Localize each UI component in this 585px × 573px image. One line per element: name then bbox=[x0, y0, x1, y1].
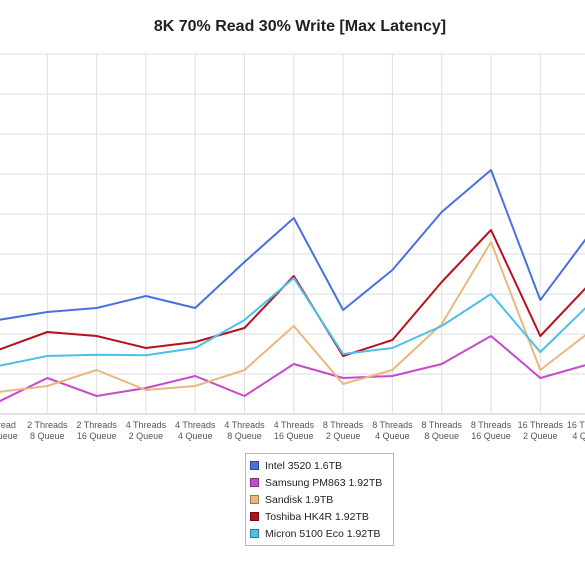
x-tick-label: 4 Threads bbox=[126, 420, 167, 430]
x-tick-label: 16 Queue bbox=[274, 431, 314, 441]
x-tick-label: 8 Threads bbox=[372, 420, 413, 430]
legend-swatch bbox=[250, 461, 259, 470]
legend-label: Micron 5100 Eco 1.92TB bbox=[265, 527, 381, 540]
legend-label: Sandisk 1.9TB bbox=[265, 493, 334, 506]
legend-label: Toshiba HK4R 1.92TB bbox=[265, 510, 369, 523]
legend-label: Intel 3520 1.6TB bbox=[265, 459, 343, 472]
legend-item: Sandisk 1.9TB bbox=[250, 491, 389, 508]
grid-lines bbox=[0, 53, 585, 415]
legend-swatch bbox=[250, 529, 259, 538]
legend: Intel 3520 1.6TB Samsung PM863 1.92TB Sand… bbox=[245, 453, 394, 546]
series-line-1 bbox=[0, 335, 585, 403]
legend-item: Micron 5100 Eco 1.92TB bbox=[250, 525, 389, 542]
x-tick-label: 4 Threads bbox=[224, 420, 265, 430]
x-tick-label: 2 Queue bbox=[523, 431, 558, 441]
legend-swatch bbox=[250, 478, 259, 487]
chart-title: 8K 70% Read 30% Write [Max Latency] bbox=[153, 18, 447, 35]
x-tick-label: 16 Threads bbox=[518, 420, 564, 430]
series-lines bbox=[0, 169, 585, 403]
series-line-2 bbox=[0, 241, 585, 393]
x-tick-label: 8 Threads bbox=[323, 420, 364, 430]
x-tick-label: 16 Queue bbox=[0, 431, 18, 441]
series-line-3 bbox=[0, 229, 585, 357]
legend-item: Toshiba HK4R 1.92TB bbox=[250, 508, 389, 525]
x-tick-label: 1 Thread bbox=[0, 420, 16, 430]
x-tick-label: 4 Threads bbox=[274, 420, 315, 430]
legend-item: Intel 3520 1.6TB bbox=[250, 457, 389, 474]
x-tick-label: 16 Threads bbox=[567, 420, 585, 430]
series-line-0 bbox=[0, 169, 585, 321]
x-tick-label: 8 Queue bbox=[227, 431, 262, 441]
x-tick-label: 8 Threads bbox=[471, 420, 512, 430]
legend-label: Samsung PM863 1.92TB bbox=[265, 476, 383, 489]
series-line-4 bbox=[0, 277, 585, 367]
x-tick-label: 16 Queue bbox=[77, 431, 117, 441]
x-tick-label: 8 Queue bbox=[424, 431, 459, 441]
x-tick-label: 16 Queue bbox=[471, 431, 511, 441]
x-tick-label: 2 Queue bbox=[129, 431, 164, 441]
x-tick-label: 2 Queue bbox=[326, 431, 361, 441]
x-tick-label: 2 Threads bbox=[27, 420, 68, 430]
x-tick-label: 4 Queue bbox=[178, 431, 213, 441]
x-tick-label: 8 Threads bbox=[422, 420, 463, 430]
x-tick-label: 4 Queue bbox=[572, 431, 585, 441]
x-tick-label: 8 Queue bbox=[30, 431, 65, 441]
legend-item: Samsung PM863 1.92TB bbox=[250, 474, 389, 491]
x-tick-label: 4 Queue bbox=[375, 431, 410, 441]
legend-swatch bbox=[250, 512, 259, 521]
legend-swatch bbox=[250, 495, 259, 504]
x-tick-label: 4 Threads bbox=[175, 420, 216, 430]
x-tick-label: 2 Threads bbox=[76, 420, 117, 430]
